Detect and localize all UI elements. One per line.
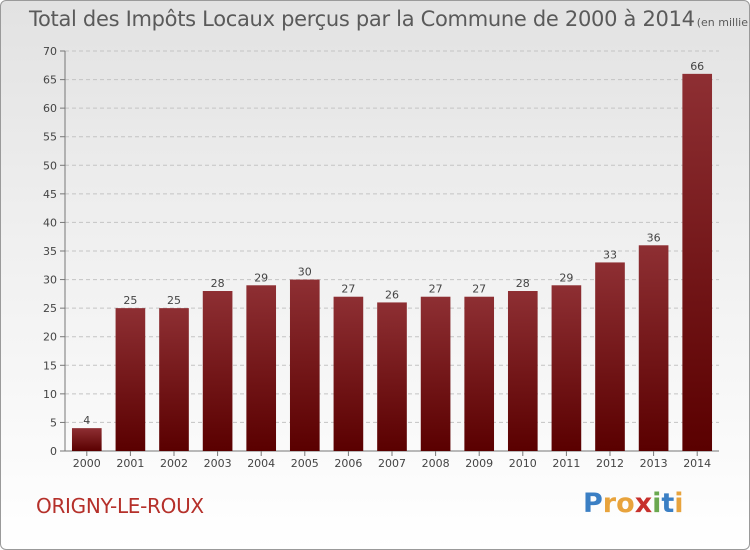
chart-title-text: Total des Impôts Locaux perçus par la Co…	[29, 7, 695, 31]
bar-2003	[202, 291, 233, 451]
y-tick-label: 35	[43, 245, 57, 258]
data-label-2004: 29	[254, 271, 268, 284]
proxiti-logo[interactable]: Proxiti	[583, 488, 684, 519]
x-tick-label-2003: 2003	[204, 457, 232, 470]
x-tick-label-2009: 2009	[465, 457, 493, 470]
data-label-2001: 25	[123, 294, 137, 307]
chart-title: Total des Impôts Locaux perçus par la Co…	[29, 7, 749, 31]
data-label-2010: 28	[516, 277, 530, 290]
data-label-2000: 4	[83, 414, 90, 427]
tick-labels: 0 5 10 15 20 25 30 35 40 45 50 55 60 65 70 2000 2001 2002…	[43, 45, 711, 470]
logo-letter: o	[616, 488, 635, 519]
data-label-2005: 30	[298, 266, 312, 279]
y-tick-label: 60	[43, 102, 57, 115]
logo-letter: i	[652, 488, 662, 519]
logo-letter: r	[602, 488, 617, 519]
y-tick-label: 10	[43, 388, 57, 401]
y-tick-label: 65	[43, 74, 57, 87]
data-label-2011: 29	[559, 271, 573, 284]
x-tick-label-2007: 2007	[378, 457, 406, 470]
bar-2013	[638, 245, 669, 451]
bar-2014	[682, 73, 713, 451]
chart-unit-label: (en milliers d'€)	[696, 16, 749, 29]
bar-2008	[420, 296, 451, 451]
y-tick-label: 0	[50, 445, 57, 458]
y-tick-label: 30	[43, 274, 57, 287]
bar-2006	[333, 296, 364, 451]
bar-2004	[246, 285, 277, 451]
bar-2007	[377, 302, 407, 451]
x-tick-label-2006: 2006	[334, 457, 362, 470]
bar-2002	[159, 308, 189, 451]
y-tick-label: 50	[43, 159, 57, 172]
logo-letter: P	[583, 488, 603, 519]
x-tick-label-2008: 2008	[422, 457, 450, 470]
y-tick-label: 20	[43, 331, 57, 344]
data-label-2007: 26	[385, 288, 399, 301]
logo-letter: x	[634, 488, 653, 519]
bar-2001	[115, 308, 146, 451]
x-tick-label-2000: 2000	[73, 457, 101, 470]
y-tick-label: 70	[43, 45, 57, 58]
data-labels: 4 25 25 28 29 30 27 26 27 27 28 29 33 36 66	[83, 60, 704, 427]
bar-2010	[507, 291, 538, 451]
logo-letter: t	[661, 488, 675, 519]
x-tick-label-2013: 2013	[640, 457, 668, 470]
y-tick-label: 55	[43, 131, 57, 144]
y-tick-label: 15	[43, 359, 57, 372]
commune-name: ORIGNY-LE-ROUX	[36, 494, 204, 518]
x-tick-label-2002: 2002	[160, 457, 188, 470]
y-tick-label: 5	[50, 416, 57, 429]
x-tick-label-2014: 2014	[683, 457, 711, 470]
x-tick-label-2004: 2004	[247, 457, 275, 470]
y-tick-label: 40	[43, 216, 57, 229]
bar-2011	[551, 285, 582, 451]
data-label-2012: 33	[603, 248, 617, 261]
x-tick-label-2005: 2005	[291, 457, 319, 470]
bars	[71, 73, 713, 451]
x-tick-label-2001: 2001	[116, 457, 144, 470]
bar-2000	[71, 428, 102, 451]
logo-letter: i	[674, 488, 684, 519]
x-tick-label-2012: 2012	[596, 457, 624, 470]
data-label-2006: 27	[341, 283, 355, 296]
y-tick-label: 25	[43, 302, 57, 315]
x-tick-label-2011: 2011	[552, 457, 580, 470]
bar-2012	[595, 262, 625, 451]
data-label-2008: 27	[429, 283, 443, 296]
bar-2009	[464, 296, 495, 451]
y-tick-label: 45	[43, 188, 57, 201]
data-label-2009: 27	[472, 283, 486, 296]
x-tick-label-2010: 2010	[509, 457, 537, 470]
data-label-2003: 28	[211, 277, 225, 290]
bar-2005	[289, 279, 320, 451]
data-label-2013: 36	[647, 231, 661, 244]
data-label-2002: 25	[167, 294, 181, 307]
data-label-2014: 66	[690, 60, 704, 73]
